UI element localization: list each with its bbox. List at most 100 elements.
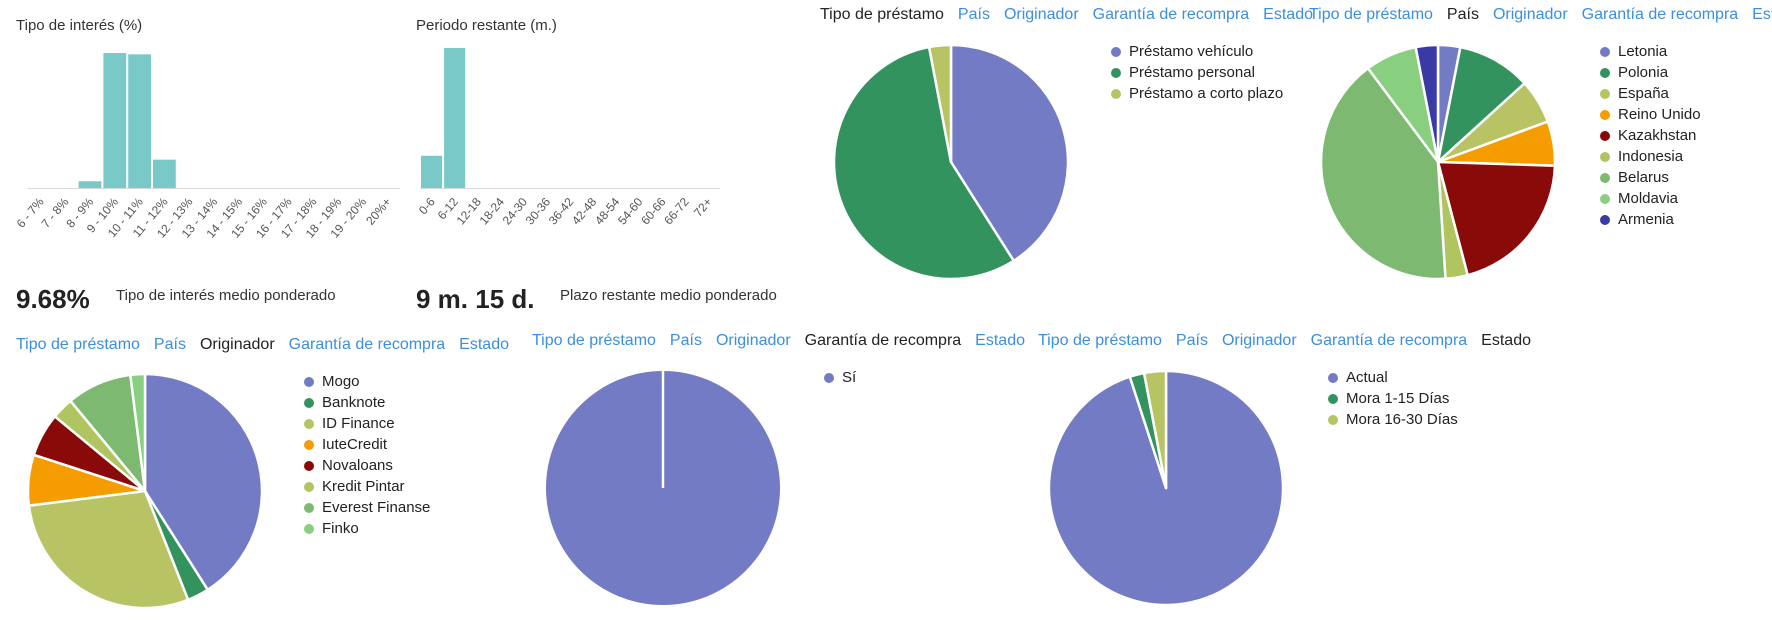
- interest-rate-histogram: Tipo de interés (%) 6 - 7% 7 - 8% 8 - 9% 9 …: [0, 0, 400, 240]
- chart-title: Periodo restante (m.): [416, 17, 557, 34]
- legend-label: Kredit Pintar: [322, 478, 405, 495]
- legend-item[interactable]: Reino Unido: [1600, 104, 1701, 125]
- legend-item[interactable]: Polonia: [1600, 62, 1701, 83]
- pie-slice[interactable]: [1142, 369, 1168, 490]
- pie-slice[interactable]: [1414, 43, 1440, 164]
- pie-panel-status: Tipo de préstamo País Originador Garantía d…: [1020, 326, 1531, 637]
- tab-3[interactable]: Garantía de recompra: [1581, 6, 1739, 23]
- pie-slice[interactable]: [129, 372, 147, 493]
- tab-1[interactable]: País: [1446, 6, 1479, 23]
- bar[interactable]: [78, 181, 102, 188]
- legend-item[interactable]: Finko: [304, 518, 430, 539]
- tab-0[interactable]: Tipo de préstamo: [16, 336, 140, 353]
- bar[interactable]: [153, 159, 176, 188]
- bar[interactable]: [128, 54, 151, 188]
- tick-label: 60-66: [638, 195, 669, 228]
- tab-4[interactable]: Estado: [1752, 6, 1772, 23]
- tab-0[interactable]: Tipo de préstamo: [820, 6, 944, 23]
- tick-label: 20%+: [363, 195, 394, 228]
- legend-dot-icon: [304, 376, 314, 387]
- bar[interactable]: [421, 155, 443, 188]
- legend-dot-icon: [1328, 414, 1338, 425]
- tab-2[interactable]: Originador: [715, 332, 791, 349]
- pie-slice[interactable]: [27, 489, 190, 610]
- legend-dot-icon: [1600, 172, 1610, 183]
- tab-2[interactable]: Originador: [1221, 332, 1297, 349]
- weighted-term-value: 9 m. 15 d.: [416, 284, 535, 314]
- tab-3[interactable]: Garantía de recompra: [1310, 332, 1468, 349]
- pie-slice[interactable]: [832, 45, 1015, 281]
- legend-item[interactable]: Banknote: [304, 392, 430, 413]
- tab-1[interactable]: País: [1175, 332, 1208, 349]
- legend-item[interactable]: España: [1600, 83, 1701, 104]
- tab-3[interactable]: Garantía de recompra: [288, 336, 446, 353]
- legend-item[interactable]: Mora 1-15 Días: [1328, 388, 1458, 409]
- legend-dot-icon: [1328, 393, 1338, 404]
- legend-item[interactable]: Moldavia: [1600, 188, 1701, 209]
- legend-item[interactable]: Préstamo a corto plazo: [1111, 83, 1283, 104]
- pie-slice[interactable]: [1436, 160, 1557, 277]
- legend-item[interactable]: Préstamo personal: [1111, 62, 1283, 83]
- legend-label: Indonesia: [1618, 148, 1684, 165]
- legend-item[interactable]: Actual: [1328, 367, 1458, 388]
- pie-slice[interactable]: [1436, 45, 1526, 164]
- tick-label: 36-42: [546, 195, 577, 228]
- tab-0[interactable]: Tipo de préstamo: [1309, 6, 1433, 23]
- tab-1[interactable]: País: [957, 6, 990, 23]
- legend-item[interactable]: Belarus: [1600, 167, 1701, 188]
- legend-label: Everest Finanse: [322, 499, 431, 516]
- legend-label: Belarus: [1618, 169, 1669, 186]
- tick-label: 30-36: [523, 195, 554, 228]
- legend-item[interactable]: Mogo: [304, 371, 430, 392]
- tab-0[interactable]: Tipo de préstamo: [532, 332, 656, 349]
- pie-legend: Sí: [824, 367, 856, 388]
- tab-2[interactable]: Originador: [199, 336, 275, 353]
- legend-item[interactable]: Indonesia: [1600, 146, 1701, 167]
- legend-label: España: [1618, 85, 1669, 102]
- bar[interactable]: [444, 48, 466, 188]
- legend-dot-icon: [1111, 88, 1121, 99]
- tab-2[interactable]: Originador: [1003, 6, 1079, 23]
- legend-dot-icon: [824, 372, 834, 383]
- bar[interactable]: [103, 53, 127, 188]
- tab-4[interactable]: Estado: [1263, 6, 1313, 23]
- legend-label: Armenia: [1618, 211, 1674, 228]
- tab-1[interactable]: País: [669, 332, 702, 349]
- legend-item[interactable]: Everest Finanse: [304, 497, 430, 518]
- tab-4[interactable]: Estado: [459, 336, 509, 353]
- legend-item[interactable]: Sí: [824, 367, 856, 388]
- legend-item[interactable]: Kredit Pintar: [304, 476, 430, 497]
- legend-label: Kazakhstan: [1618, 127, 1697, 144]
- remaining-period-histogram: Periodo restante (m.) 0-6 6-12 12-18 18-24 2…: [400, 0, 820, 240]
- legend-dot-icon: [1600, 67, 1610, 78]
- legend-item[interactable]: IuteCredit: [304, 434, 430, 455]
- tick-label: 54-60: [615, 195, 646, 228]
- legend-item[interactable]: Préstamo vehículo: [1111, 41, 1283, 62]
- legend-item[interactable]: ID Finance: [304, 413, 430, 434]
- pie-slice[interactable]: [927, 43, 953, 164]
- legend-item[interactable]: Mora 16-30 Días: [1328, 409, 1458, 430]
- tab-3[interactable]: Garantía de recompra: [804, 332, 962, 349]
- legend-item[interactable]: Letonia: [1600, 41, 1701, 62]
- pie-chart-svg: [1319, 43, 1557, 281]
- legend-label: Préstamo vehículo: [1129, 43, 1254, 60]
- tab-2[interactable]: Originador: [1492, 6, 1568, 23]
- legend-item[interactable]: Armenia: [1600, 209, 1701, 230]
- legend-label: Préstamo personal: [1129, 64, 1255, 81]
- legend-label: Polonia: [1618, 64, 1669, 81]
- weighted-interest-label: Tipo de interés medio ponderado: [116, 287, 336, 304]
- legend-item[interactable]: Novaloans: [304, 455, 430, 476]
- pie-tabs: Tipo de préstamo País Originador Garantía d…: [1038, 332, 1545, 350]
- weighted-term-label: Plazo restante medio ponderado: [560, 287, 777, 304]
- tab-4[interactable]: Estado: [975, 332, 1025, 349]
- legend-label: IuteCredit: [322, 436, 388, 453]
- tab-0[interactable]: Tipo de préstamo: [1038, 332, 1162, 349]
- interest-rate-chart-svg: 6 - 7%7 - 8%8 - 9%9 - 10%10 - 11%11 - 12…: [14, 53, 400, 240]
- tab-1[interactable]: País: [153, 336, 186, 353]
- tab-3[interactable]: Garantía de recompra: [1092, 6, 1250, 23]
- pie-slice[interactable]: [1319, 66, 1447, 281]
- tick-label: 72+: [691, 195, 715, 220]
- tab-4[interactable]: Estado: [1481, 332, 1531, 349]
- pie-chart-svg: [546, 371, 780, 605]
- legend-item[interactable]: Kazakhstan: [1600, 125, 1701, 146]
